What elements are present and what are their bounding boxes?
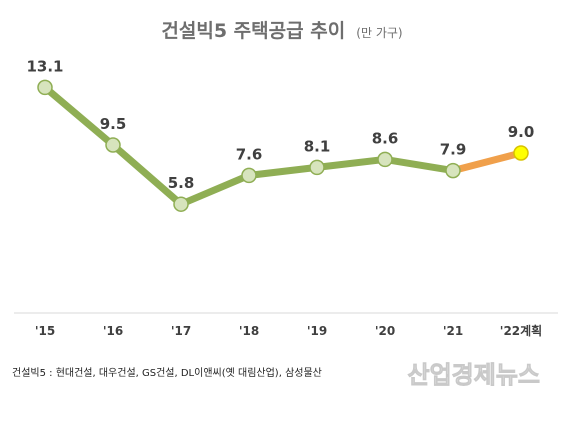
x-tick-label: '20 — [375, 324, 395, 338]
watermark: 산업경제뉴스 — [408, 361, 540, 389]
data-point — [173, 196, 189, 212]
chart-title-text: 건설빅5 주택공급 추이 — [161, 20, 345, 42]
data-point — [105, 137, 121, 153]
data-label: 9.5 — [100, 115, 127, 133]
x-tick-label: '19 — [307, 324, 327, 338]
chart-title: 건설빅5 주택공급 추이 (만 가구) — [161, 20, 402, 42]
data-point-plan — [513, 145, 529, 161]
footnote: 건설빅5 : 현대건설, 대우건설, GS건설, DL이앤씨(옛 대림산업), … — [12, 366, 322, 379]
data-point — [445, 162, 461, 179]
data-label: 7.9 — [440, 141, 467, 159]
data-label: 9.0 — [508, 123, 535, 141]
data-point — [377, 151, 393, 168]
data-point — [241, 167, 257, 184]
x-tick-label: '22계획 — [500, 323, 542, 338]
data-label: 5.8 — [168, 174, 195, 192]
data-label: 8.1 — [304, 137, 331, 155]
data-point — [37, 79, 53, 96]
x-tick-label: '16 — [103, 324, 123, 338]
x-tick-labels: '15 '16 '17 '18 '19 '20 '21 '22계획 — [35, 323, 542, 338]
data-label: 8.6 — [372, 129, 399, 147]
x-tick-label: '18 — [239, 324, 259, 338]
data-label: 7.6 — [236, 145, 263, 163]
chart-unit: (만 가구) — [356, 26, 402, 40]
series-line-plan — [449, 149, 525, 175]
x-tick-label: '21 — [443, 324, 463, 338]
x-tick-label: '15 — [35, 324, 55, 338]
data-label: 13.1 — [26, 57, 63, 75]
x-tick-label: '17 — [171, 324, 191, 338]
data-point — [309, 159, 325, 176]
series-layer: 13.1 9.5 5.8 7.6 8.1 8.6 7.9 9.0 — [26, 57, 535, 212]
